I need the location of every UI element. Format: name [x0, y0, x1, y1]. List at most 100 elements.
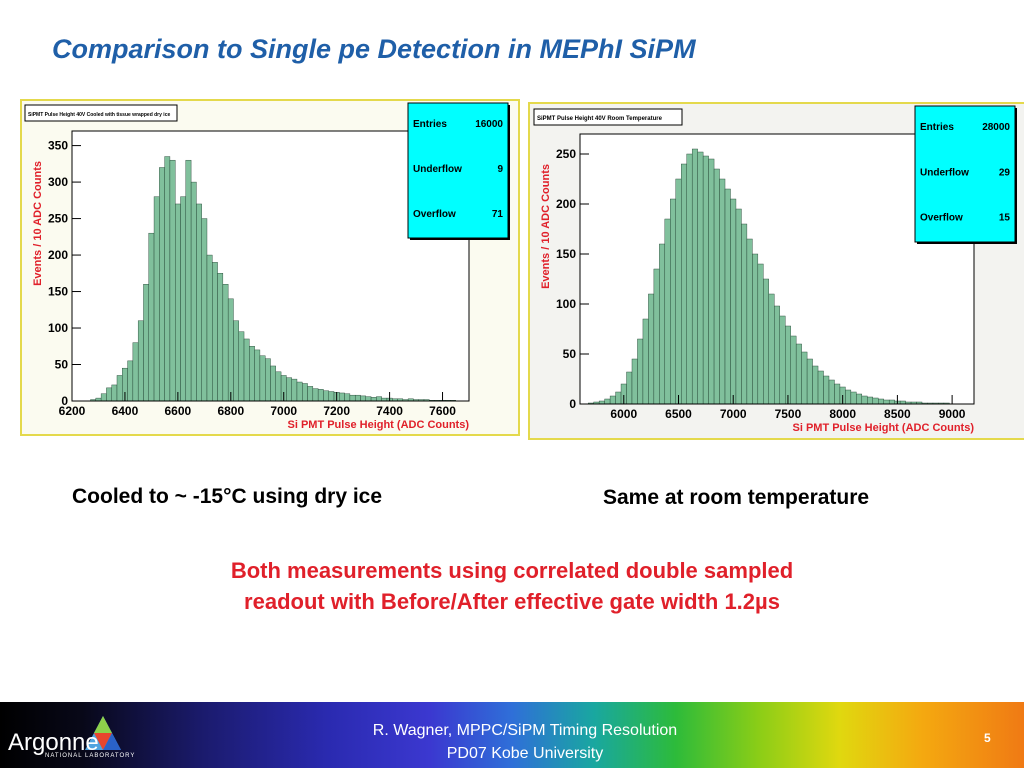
histogram-bar — [609, 395, 616, 405]
histogram-bar — [626, 371, 633, 405]
x-tick-label: 7500 — [775, 407, 802, 421]
histogram-bar — [354, 394, 361, 402]
histogram-bar — [713, 168, 720, 405]
histogram-bar — [312, 388, 319, 402]
logo-text: Argonne — [8, 729, 99, 756]
histogram-bar — [856, 393, 863, 405]
y-tick-label: 150 — [48, 285, 68, 299]
histogram-bar — [243, 338, 250, 402]
stats-value: 29 — [999, 167, 1011, 178]
histogram-bar — [111, 384, 118, 402]
x-tick-label: 6800 — [217, 404, 244, 418]
histogram-bar — [265, 358, 271, 402]
histogram-bar — [752, 253, 759, 405]
x-tick-label: 8000 — [829, 407, 856, 421]
histogram-bar — [631, 358, 638, 405]
histogram-bar — [785, 325, 791, 405]
histogram-bar — [238, 331, 245, 402]
y-tick-label: 0 — [569, 397, 576, 411]
y-tick-label: 350 — [48, 139, 68, 153]
stats-box — [407, 102, 509, 239]
histogram-bar — [757, 263, 764, 405]
x-tick-label: 7600 — [429, 404, 456, 418]
histogram-bar — [217, 273, 224, 402]
histogram-bar — [153, 196, 160, 402]
histogram-bar — [206, 254, 213, 402]
stats-value: 15 — [999, 213, 1011, 224]
histogram-bar — [164, 156, 171, 402]
histogram-bar — [169, 159, 176, 402]
histogram-bar — [834, 383, 841, 405]
y-tick-label: 200 — [48, 248, 68, 262]
x-tick-label: 7000 — [270, 404, 297, 418]
stats-label: Underflow — [920, 167, 969, 178]
x-tick-label: 9000 — [939, 407, 966, 421]
x-tick-label: 6200 — [59, 404, 86, 418]
histogram-bar — [850, 391, 857, 405]
logo-subtext: NATIONAL LABORATORY — [45, 753, 136, 759]
histogram-bar — [708, 158, 715, 405]
histogram-bar — [823, 375, 830, 405]
histogram-title: SiPMT Pulse Height 40V Room Temperature — [537, 116, 663, 122]
histogram-bar — [376, 396, 382, 402]
histogram-bar — [254, 349, 261, 402]
histogram-bar — [222, 284, 229, 402]
histogram-bar — [691, 148, 698, 405]
histogram-bar — [116, 375, 123, 402]
histogram-bar — [365, 396, 372, 402]
histogram-bar — [360, 395, 366, 402]
histogram-bar — [132, 342, 139, 402]
histogram-bar — [686, 153, 693, 405]
x-tick-label: 6600 — [165, 404, 192, 418]
x-axis-label: Si PMT Pulse Height (ADC Counts) — [793, 422, 975, 434]
y-tick-label: 100 — [48, 321, 68, 335]
histogram-bar — [307, 386, 314, 402]
histogram-bar — [175, 203, 181, 402]
stats-label: Underflow — [413, 164, 462, 175]
stats-label: Entries — [920, 122, 954, 133]
histogram-bar — [681, 163, 687, 405]
histogram-bar — [291, 378, 298, 402]
histogram-bar — [259, 355, 266, 402]
y-tick-label: 200 — [556, 197, 576, 211]
y-axis-label: Events / 10 ADC Counts — [540, 164, 552, 289]
histogram-bar — [180, 196, 187, 402]
histogram-bar — [746, 238, 753, 405]
y-tick-label: 50 — [55, 358, 69, 372]
histogram-bar — [296, 381, 303, 402]
histogram-bar — [817, 370, 824, 405]
y-axis-label: Events / 10 ADC Counts — [32, 161, 44, 286]
histogram-bar — [861, 395, 868, 405]
histogram-bar — [675, 178, 682, 405]
histogram-bar — [724, 188, 731, 405]
y-tick-label: 100 — [556, 297, 576, 311]
histogram-bar — [828, 379, 835, 405]
y-tick-label: 50 — [563, 347, 577, 361]
stats-value: 16000 — [475, 119, 503, 130]
histogram-bar — [806, 358, 813, 405]
stats-label: Overflow — [920, 213, 963, 224]
measurement-note-line2: readout with Before/After effective gate… — [244, 589, 780, 614]
histogram-bar — [100, 393, 107, 402]
histogram-bar — [286, 377, 292, 402]
x-tick-label: 6500 — [665, 407, 692, 421]
stats-value: 9 — [497, 164, 503, 175]
histogram-bar — [349, 394, 356, 402]
histogram-room-temp-panel: 0 50 100 150 200 250 6000 6500 7000 7500 8000 8500 9… — [528, 102, 1024, 440]
histogram-bar — [763, 278, 769, 405]
histogram-bar — [323, 390, 329, 402]
y-tick-label: 150 — [556, 247, 576, 261]
histogram-bar — [730, 198, 737, 405]
histogram-bar — [790, 335, 797, 405]
stats-value: 28000 — [982, 122, 1010, 133]
histogram-bar — [872, 397, 879, 405]
stats-label: Entries — [413, 119, 447, 130]
histogram-title: SiPMT Pulse Height 40V Cooled with tissu… — [28, 112, 170, 118]
x-tick-label: 7200 — [323, 404, 350, 418]
histogram-title-box — [24, 104, 178, 122]
footer-author: R. Wagner, MPPC/SiPM Timing Resolution — [372, 722, 678, 739]
histogram-bar — [137, 320, 144, 402]
histogram-bar — [233, 320, 239, 402]
y-tick-label: 250 — [556, 147, 576, 161]
histogram-bar — [719, 178, 726, 405]
